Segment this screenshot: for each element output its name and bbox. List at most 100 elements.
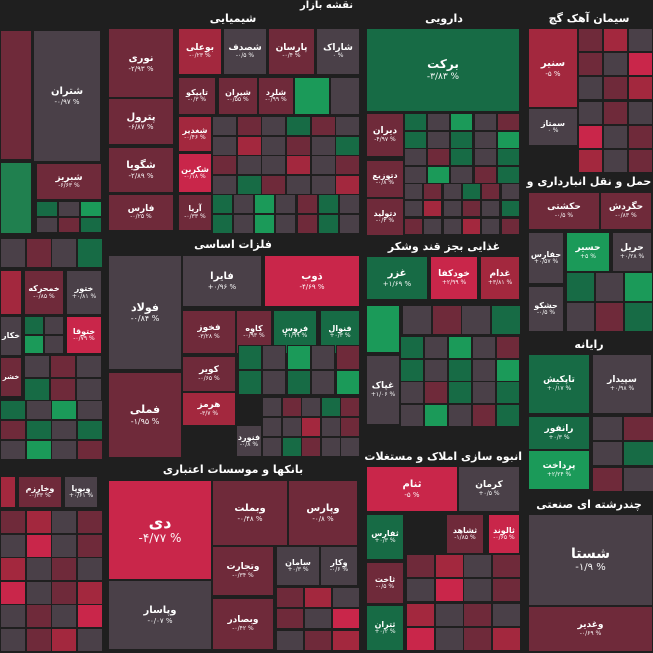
stock-tile-small[interactable] (404, 166, 427, 184)
stock-tile-small[interactable] (0, 440, 26, 460)
stock-tile[interactable]: شستا -۱/۹ % (528, 514, 653, 606)
stock-tile[interactable]: آریا -۰/۳۳ % (178, 194, 212, 231)
stock-tile[interactable]: سنیر -۵ % (528, 28, 578, 108)
stock-tile-small[interactable] (51, 557, 77, 581)
stock-tile-small[interactable] (304, 630, 332, 651)
stock-tile-small[interactable] (492, 627, 521, 651)
stock-tile-small[interactable] (261, 175, 286, 195)
stock-tile-small[interactable] (424, 359, 448, 382)
stock-tile-small[interactable] (578, 52, 603, 76)
stock-tile-small[interactable] (628, 149, 653, 173)
stock-tile-small[interactable] (603, 28, 628, 52)
stock-tile-small[interactable] (51, 534, 77, 558)
stock-tile-small[interactable] (311, 155, 336, 175)
stock-tile-small[interactable] (628, 52, 653, 76)
stock-tile-small[interactable] (592, 416, 623, 441)
stock-tile-small[interactable] (406, 627, 435, 651)
stock-tile-small[interactable] (332, 608, 360, 629)
stock-tile-small[interactable] (301, 397, 321, 417)
stock-tile-small[interactable] (321, 437, 341, 457)
stock-tile-small[interactable] (472, 359, 496, 382)
stock-tile-small[interactable] (0, 581, 26, 605)
stock-tile-small[interactable] (628, 101, 653, 125)
stock-tile-small[interactable] (297, 214, 318, 234)
stock-tile-small[interactable] (76, 378, 102, 401)
stock-tile-small[interactable] (80, 201, 102, 217)
stock-tile-small[interactable] (254, 214, 275, 234)
stock-tile-small[interactable] (404, 183, 423, 200)
stock-tile-small[interactable] (492, 578, 521, 602)
stock-tile-small[interactable] (624, 272, 653, 302)
stock-tile-small[interactable] (304, 587, 332, 608)
stock-tile-small[interactable] (58, 201, 80, 217)
stock-tile[interactable]: بوعلی -۰/۲۳ % (178, 28, 222, 75)
stock-tile-small[interactable] (628, 125, 653, 149)
stock-tile-small[interactable] (463, 627, 492, 651)
stock-tile-small[interactable] (603, 76, 628, 100)
stock-tile-small[interactable] (335, 155, 360, 175)
stock-tile[interactable]: ثفارس +۰/۳ % (366, 514, 404, 560)
stock-tile-small[interactable] (427, 166, 450, 184)
stock-tile-small[interactable] (0, 604, 26, 628)
stock-tile-small[interactable] (26, 238, 52, 268)
stock-tile-small[interactable] (424, 381, 448, 404)
stock-tile-small[interactable] (603, 125, 628, 149)
stock-tile-small[interactable] (462, 200, 481, 217)
stock-tile[interactable]: وتجارت -۰/۳۴ % (212, 546, 274, 596)
stock-tile-small[interactable] (212, 155, 237, 175)
stock-tile[interactable]: رانفور +۰/۳ % (528, 416, 590, 450)
stock-tile[interactable]: کرمان +۰/۵ % (458, 466, 520, 512)
stock-tile-small[interactable] (212, 194, 233, 214)
stock-tile[interactable]: دی -۴/۷۷ % (108, 480, 212, 580)
stock-tile-small[interactable] (435, 578, 464, 602)
stock-tile-small[interactable] (603, 52, 628, 76)
stock-tile-small[interactable] (497, 113, 520, 131)
stock-tile-small[interactable] (578, 28, 603, 52)
stock-tile-small[interactable] (404, 200, 423, 217)
stock-tile-small[interactable] (335, 136, 360, 156)
stock-tile-small[interactable] (262, 370, 286, 395)
stock-tile[interactable]: پارسان -۰/۴ % (268, 28, 315, 75)
stock-tile[interactable]: وبملت -۰/۴۸ % (212, 480, 288, 546)
stock-tile[interactable]: ثالوند -۰/۶۵ % (488, 514, 520, 554)
stock-tile-small[interactable] (77, 604, 103, 628)
stock-tile-small[interactable] (26, 581, 52, 605)
stock-tile[interactable]: خشر (0, 357, 22, 397)
stock-tile-small[interactable] (492, 554, 521, 578)
stock-tile-small[interactable] (233, 214, 254, 234)
stock-tile[interactable]: شلرد -۰/۹۹ % (258, 77, 294, 115)
stock-tile-small[interactable] (340, 397, 360, 417)
stock-tile-small[interactable] (26, 420, 52, 440)
stock-tile[interactable]: وپاسار -۰/۰۷ % (108, 580, 212, 650)
stock-tile-small[interactable] (603, 101, 628, 125)
stock-tile[interactable]: فخوز -۳/۲۸ % (182, 310, 236, 354)
stock-tile-small[interactable] (77, 581, 103, 605)
stock-tile-small[interactable] (24, 335, 44, 354)
stock-tile-small[interactable] (340, 437, 360, 457)
stock-tile-small[interactable] (443, 218, 462, 235)
stock-tile[interactable]: خودکفا +۲/۹۹ % (430, 256, 478, 300)
stock-tile-small[interactable] (321, 397, 341, 417)
stock-tile[interactable]: غزر +۱/۶۹ % (366, 256, 428, 300)
stock-tile-small[interactable] (311, 370, 335, 395)
stock-tile-small[interactable] (297, 194, 318, 214)
stock-tile-small[interactable] (450, 113, 473, 131)
stock-tile[interactable]: هرمز -۳/۷ % (182, 392, 236, 426)
stock-tile[interactable]: ختوقا -۰/۷۹ % (66, 316, 102, 354)
stock-tile-small[interactable] (448, 404, 472, 427)
stock-tile[interactable]: ثشاهد -۱/۸۵ % (446, 514, 484, 554)
stock-tile-small[interactable] (24, 378, 50, 401)
stock-tile-small[interactable] (481, 200, 500, 217)
stock-tile-small[interactable] (294, 77, 330, 115)
stock-tile-small[interactable] (595, 272, 624, 302)
stock-tile-small[interactable] (501, 218, 520, 235)
stock-tile-small[interactable] (400, 404, 424, 427)
stock-tile-small[interactable] (26, 440, 52, 460)
stock-tile-small[interactable] (286, 155, 311, 175)
stock-tile-small[interactable] (423, 183, 442, 200)
stock-tile-small[interactable] (77, 628, 103, 652)
stock-tile-small[interactable] (286, 116, 311, 136)
stock-tile-small[interactable] (404, 148, 427, 166)
stock-tile-small[interactable] (340, 417, 360, 437)
stock-tile-small[interactable] (450, 131, 473, 149)
